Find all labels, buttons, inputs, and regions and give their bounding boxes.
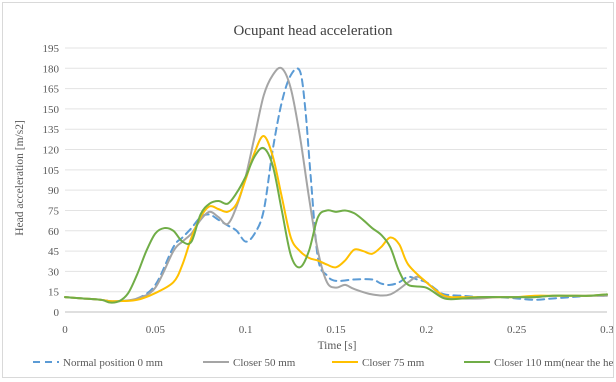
y-tick-label: 75 <box>48 205 60 217</box>
chart-title: Ocupant head acceleration <box>233 23 393 39</box>
y-tick-label: 15 <box>48 287 60 299</box>
legend-label-2: Closer 50 mm <box>233 357 296 369</box>
y-tick-label: 165 <box>43 84 60 96</box>
x-axis-label: Time [s] <box>318 340 357 352</box>
y-tick-label: 150 <box>43 104 60 116</box>
x-tick-label: 0.1 <box>239 324 253 336</box>
gridlines <box>65 47 607 313</box>
y-tick-label: 105 <box>43 165 60 177</box>
legend-label-3: Closer 75 mm <box>362 357 425 369</box>
series-line-3 <box>64 135 608 303</box>
legend-label-1: Normal position 0 mm <box>63 357 163 369</box>
x-tick-label: 0.3 <box>600 324 613 336</box>
y-tick-label: 30 <box>48 266 60 278</box>
y-tick-label: 120 <box>43 145 60 157</box>
x-tick-label: 0 <box>62 324 68 336</box>
x-tick-label: 0.15 <box>326 324 346 336</box>
y-axis-label: Head acceleration [m/s2] <box>14 120 26 236</box>
legend: Normal position 0 mm Closer 50 mm Closer 7… <box>33 357 616 369</box>
y-tick-label: 90 <box>48 185 60 197</box>
y-tick-label: 0 <box>54 307 60 319</box>
y-tick-label: 60 <box>48 226 60 238</box>
x-tick-label: 0.05 <box>146 324 166 336</box>
y-tick-label: 135 <box>43 124 60 136</box>
x-tick-label: 0.2 <box>419 324 433 336</box>
y-tick-label: 195 <box>43 43 60 55</box>
y-tick-label: 45 <box>48 246 60 258</box>
chart-svg: Ocupant head acceleration 0 15 30 45 60 75 90 1… <box>14 23 616 369</box>
x-tick-label: 0.25 <box>507 324 527 336</box>
series-lines <box>64 66 608 304</box>
axes: 0 15 30 45 60 75 90 105 120 135 150 165 180 195 0 0.05 0… <box>43 43 615 336</box>
series-line-4 <box>64 146 608 304</box>
legend-label-4: Closer 110 mm(near the head) <box>494 357 613 369</box>
series-line-2 <box>64 66 608 303</box>
y-tick-label: 180 <box>43 63 60 75</box>
